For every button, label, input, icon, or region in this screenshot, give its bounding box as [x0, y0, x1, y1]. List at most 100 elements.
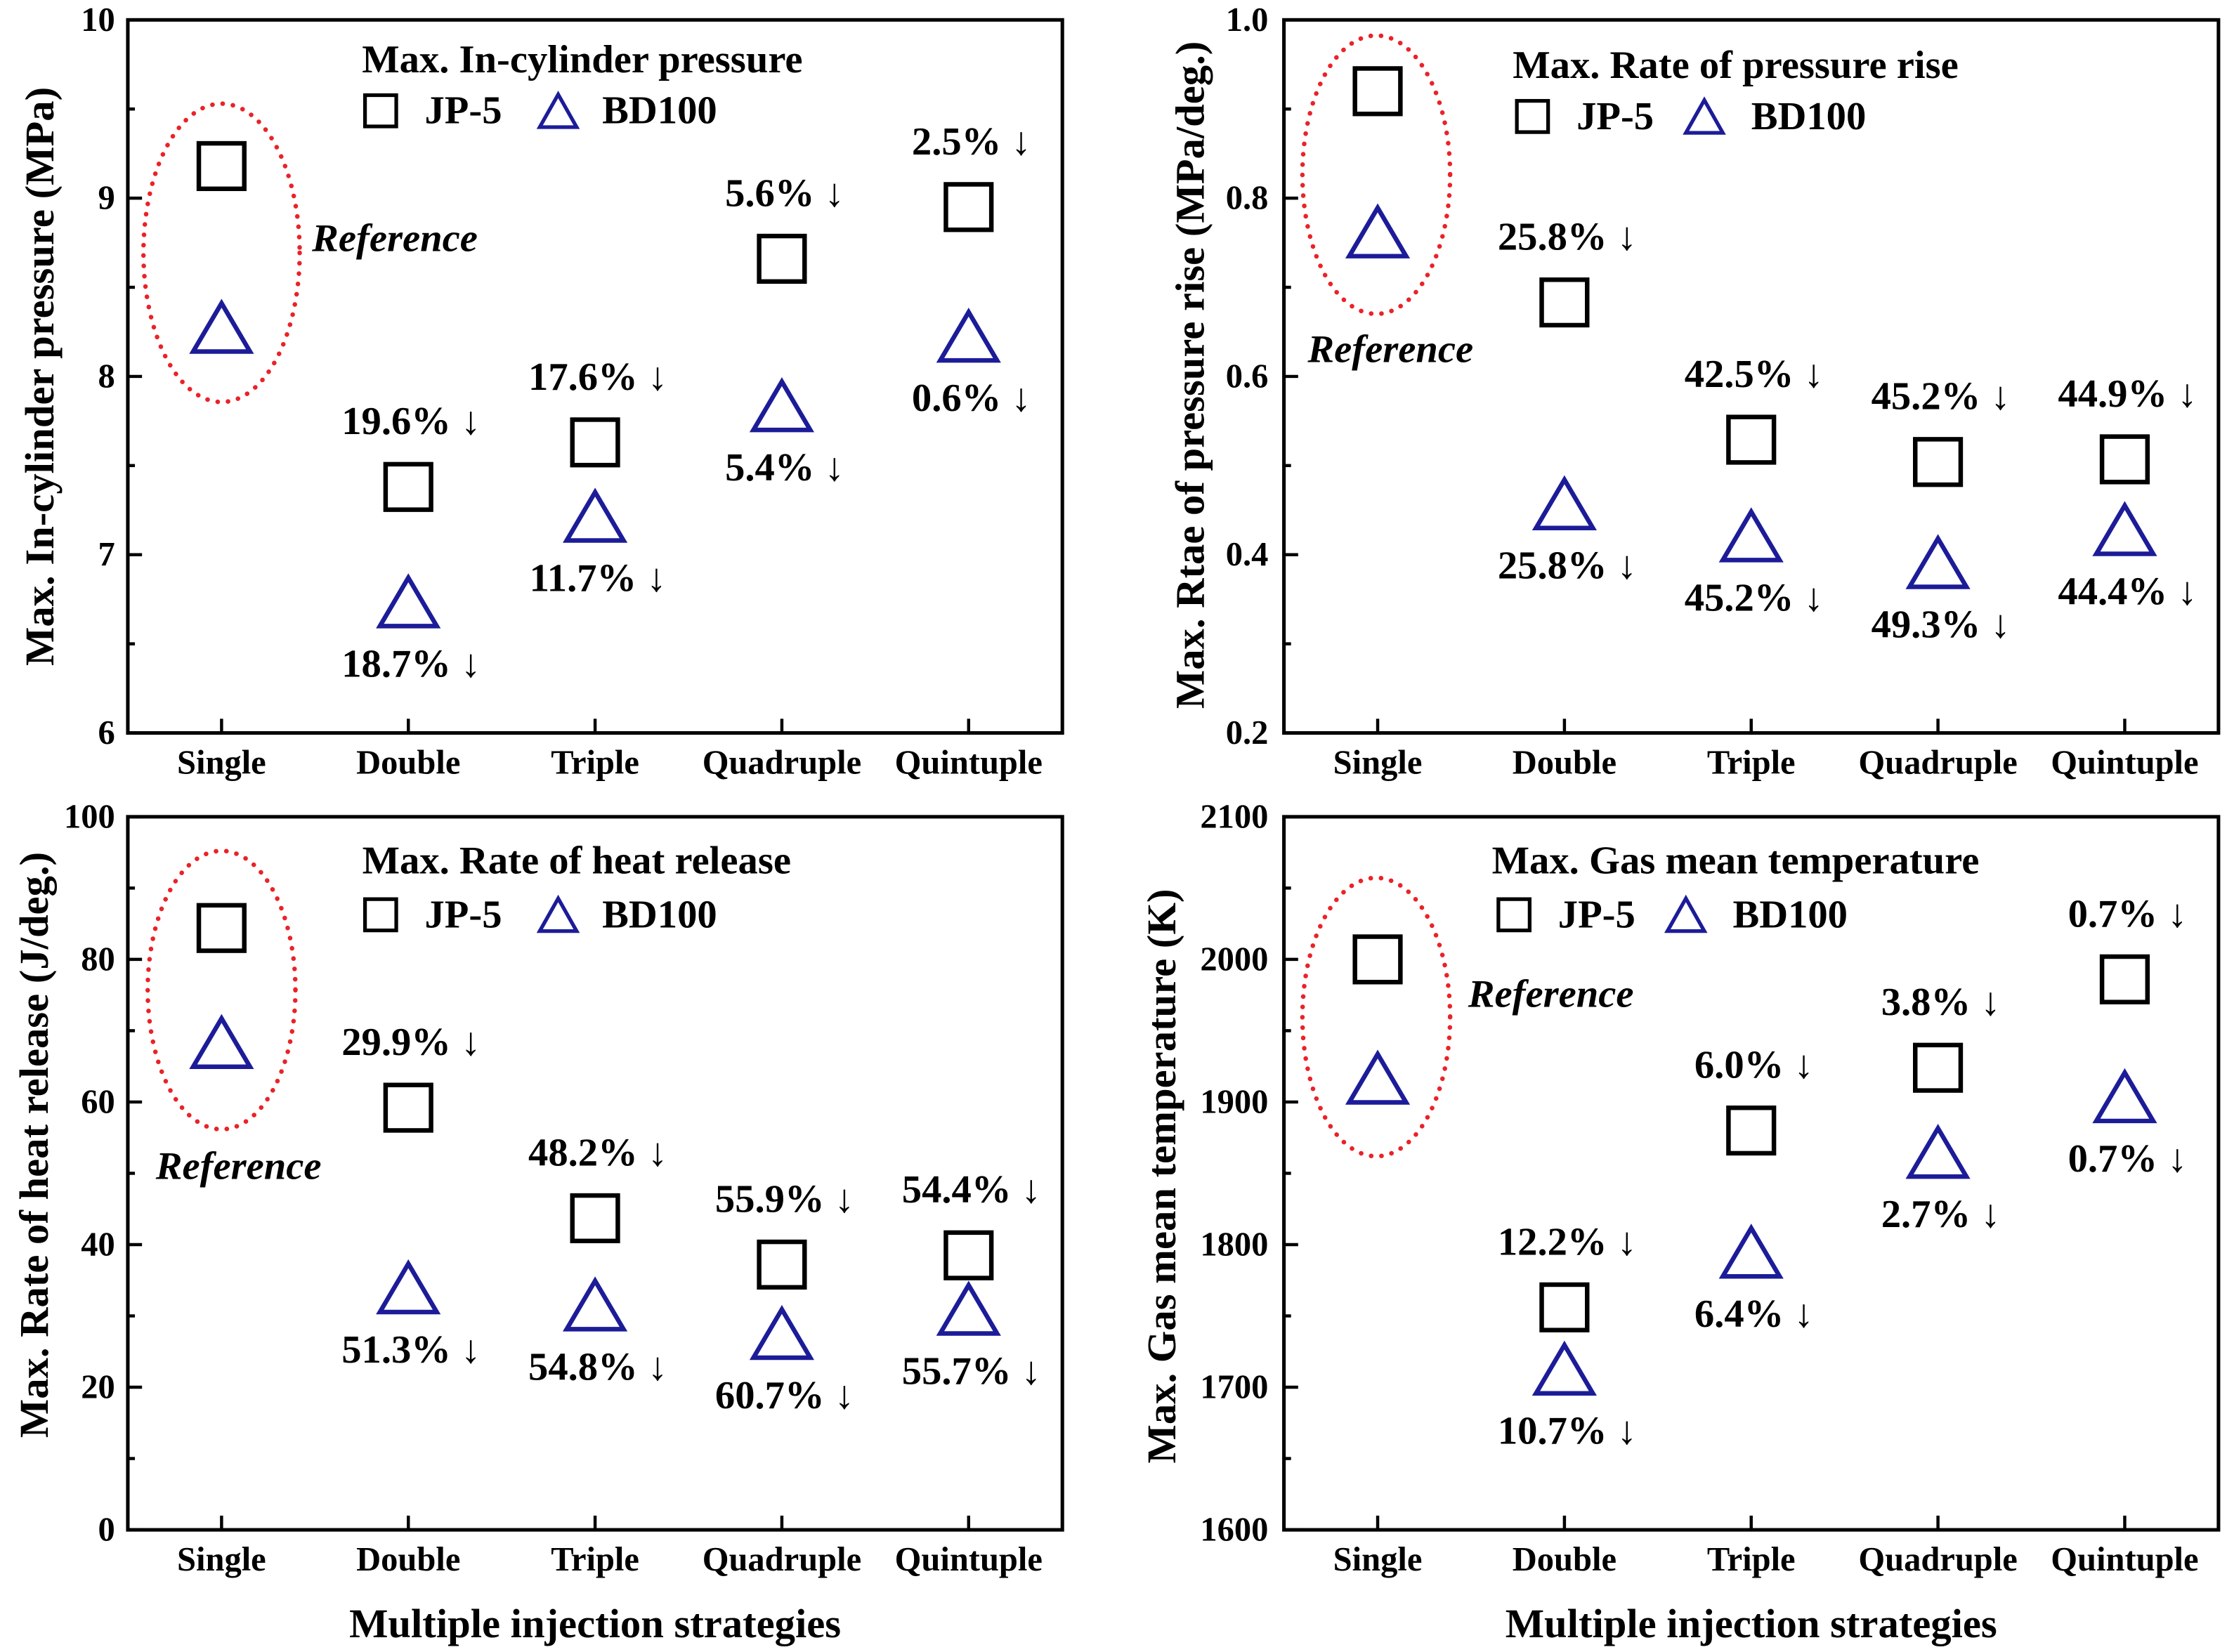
- pressure-rise-rate-x-tick-label-triple: Triple: [1707, 745, 1796, 782]
- gas-mean-temperature-x-tick-label-triple: Triple: [1707, 1541, 1796, 1578]
- in-cylinder-pressure-jp-5-marker-double: [383, 461, 433, 512]
- gas-mean-temperature-legend-square-icon: [1496, 897, 1532, 933]
- heat-release-rate-jp-5-change-label-quintuple: 54.4% ↓: [902, 1168, 1041, 1212]
- gas-mean-temperature-bd100-change-label-double: 10.7% ↓: [1498, 1410, 1637, 1453]
- in-cylinder-pressure-series-bd100: 18.7% ↓ 11.7% ↓ 5.4% ↓ 0.6% ↓: [189, 299, 1031, 686]
- in-cylinder-pressure-y-tick-label: 9: [98, 180, 115, 217]
- in-cylinder-pressure-jp-5-change-label-quadruple: 5.6% ↓: [725, 171, 844, 215]
- heat-release-rate-jp-5-marker-single: [196, 903, 247, 953]
- gas-mean-temperature-series-jp-5: 12.2% ↓ 6.0% ↓ 3.8% ↓ 0.7% ↓: [1352, 892, 2188, 1332]
- gas-mean-temperature-jp-5-change-label-quadruple: 3.8% ↓: [1881, 981, 2001, 1024]
- pressure-rise-rate-legend-square-icon: [1515, 98, 1550, 134]
- heat-release-rate-reference-ellipse: [145, 848, 298, 1132]
- pressure-rise-rate-bd100-marker-triple: [1718, 507, 1784, 563]
- gas-mean-temperature-jp-5-marker-triple: [1726, 1105, 1777, 1156]
- gas-mean-temperature-bd100-change-label-quadruple: 2.7% ↓: [1881, 1193, 2001, 1236]
- heat-release-rate-bd100-marker-triple: [562, 1276, 628, 1332]
- gas-mean-temperature-bd100-change-label-triple: 6.4% ↓: [1694, 1292, 1814, 1336]
- heat-release-rate-legend-square-icon: [363, 897, 398, 933]
- heat-release-rate-y-tick-label: 60: [81, 1083, 115, 1120]
- pressure-rise-rate-jp-5-marker-double: [1539, 277, 1590, 328]
- in-cylinder-pressure-legend: JP-5 BD100: [363, 89, 717, 133]
- heat-release-rate-jp-5-change-label-double: 29.9% ↓: [341, 1021, 481, 1064]
- in-cylinder-pressure-x-tick-label-double: Double: [356, 745, 460, 782]
- gas-mean-temperature-y-axis-title: Max. Gas mean temperature (K): [1139, 889, 1184, 1464]
- in-cylinder-pressure-bd100-marker-single: [189, 299, 254, 354]
- heat-release-rate-bd100-marker-quadruple: [749, 1304, 815, 1361]
- heat-release-rate-bd100-change-label-double: 51.3% ↓: [341, 1328, 481, 1372]
- pressure-rise-rate-jp-5-marker-quintuple: [2099, 434, 2150, 485]
- gas-mean-temperature-legend-label-bd100: BD100: [1732, 893, 1848, 936]
- in-cylinder-pressure-series-jp-5: 19.6% ↓ 17.6% ↓ 5.6% ↓ 2.5% ↓: [196, 120, 1031, 512]
- gas-mean-temperature-jp-5-marker-quintuple: [2099, 954, 2150, 1004]
- pressure-rise-rate-jp-5-marker-triple: [1726, 414, 1777, 465]
- pressure-rise-rate-jp-5-change-label-quintuple: 44.9% ↓: [2058, 372, 2197, 416]
- pressure-rise-rate-bd100-marker-quadruple: [1905, 534, 1971, 589]
- in-cylinder-pressure-legend-triangle-icon: [536, 91, 580, 129]
- heat-release-rate-bd100-change-label-quadruple: 60.7% ↓: [715, 1374, 854, 1417]
- pressure-rise-rate-x-tick-label-double: Double: [1513, 745, 1617, 782]
- in-cylinder-pressure-reference-label: Reference: [311, 217, 478, 261]
- in-cylinder-pressure-legend-label-jp-5: JP-5: [424, 89, 502, 133]
- heat-release-rate-legend-label-bd100: BD100: [602, 893, 717, 936]
- pressure-rise-rate-legend-label-bd100: BD100: [1751, 95, 1867, 138]
- gas-mean-temperature-jp-5-marker-single: [1352, 934, 1403, 985]
- in-cylinder-pressure-legend-square-icon: [363, 93, 398, 129]
- gas-mean-temperature-y-tick-label: 1700: [1200, 1369, 1268, 1406]
- pressure-rise-rate-chart-title: Max. Rate of pressure rise: [1513, 44, 1959, 87]
- in-cylinder-pressure-bd100-marker-quadruple: [749, 377, 815, 433]
- pressure-rise-rate-jp-5-change-label-quadruple: 45.2% ↓: [1872, 375, 2011, 419]
- in-cylinder-pressure-x-tick-label-quintuple: Quintuple: [895, 745, 1043, 782]
- heat-release-rate-jp-5-marker-quadruple: [757, 1239, 807, 1290]
- gas-mean-temperature-bd100-marker-quadruple: [1905, 1123, 1971, 1179]
- in-cylinder-pressure-bd100-change-label-quadruple: 5.4% ↓: [725, 446, 844, 490]
- pressure-rise-rate-series-bd100: 25.8% ↓ 45.2% ↓ 49.3% ↓ 44.4% ↓: [1345, 203, 2197, 646]
- in-cylinder-pressure-y-tick-label: 6: [98, 714, 115, 752]
- pressure-rise-rate-legend: JP-5 BD100: [1515, 95, 1867, 138]
- in-cylinder-pressure-bd100-change-label-double: 18.7% ↓: [341, 642, 481, 686]
- in-cylinder-pressure-x-tick-label-single: Single: [177, 745, 266, 782]
- heat-release-rate-x-axis-title: Multiple injection strategies: [349, 1601, 841, 1646]
- in-cylinder-pressure-jp-5-marker-single: [196, 140, 247, 192]
- heat-release-rate-jp-5-marker-triple: [570, 1193, 620, 1244]
- in-cylinder-pressure-bd100-marker-triple: [562, 487, 628, 543]
- heat-release-rate-jp-5-marker-quintuple: [943, 1230, 994, 1280]
- gas-mean-temperature-bd100-marker-triple: [1718, 1224, 1784, 1279]
- in-cylinder-pressure-jp-5-marker-triple: [570, 417, 620, 468]
- heat-release-rate-series-jp-5: 29.9% ↓ 48.2% ↓ 55.9% ↓ 54.4% ↓: [196, 903, 1041, 1290]
- gas-mean-temperature-jp-5-change-label-quintuple: 0.7% ↓: [2068, 892, 2188, 936]
- gas-mean-temperature-chart: 1600 1700 1800 1900 2000 2100 Single Double Trip…: [1139, 798, 2221, 1646]
- in-cylinder-pressure-chart-title: Max. In-cylinder pressure: [362, 38, 802, 81]
- heat-release-rate-x-tick-label-double: Double: [356, 1541, 460, 1578]
- in-cylinder-pressure-x-tick-label-quadruple: Quadruple: [703, 745, 861, 782]
- pressure-rise-rate-y-tick-label: 1.0: [1226, 1, 1269, 39]
- gas-mean-temperature-y-tick-label: 1800: [1200, 1226, 1268, 1263]
- pressure-rise-rate-bd100-change-label-triple: 45.2% ↓: [1685, 576, 1824, 620]
- gas-mean-temperature-x-tick-label-quintuple: Quintuple: [2051, 1541, 2198, 1578]
- in-cylinder-pressure-bd100-marker-quintuple: [936, 308, 1001, 363]
- in-cylinder-pressure-legend-label-bd100: BD100: [602, 89, 717, 133]
- pressure-rise-rate-bd100-marker-single: [1345, 203, 1411, 258]
- in-cylinder-pressure-chart: 6 7 8 9 10 Single Double Triple Quadruple Quintup…: [17, 1, 1064, 782]
- pressure-rise-rate-bd100-change-label-quintuple: 44.4% ↓: [2058, 570, 2197, 613]
- pressure-rise-rate-y-tick-label: 0.8: [1226, 180, 1269, 217]
- heat-release-rate-jp-5-marker-double: [383, 1082, 433, 1133]
- in-cylinder-pressure-x-tick-label-triple: Triple: [551, 745, 639, 782]
- in-cylinder-pressure-y-tick-label: 8: [98, 358, 115, 395]
- pressure-rise-rate-x-tick-label-quadruple: Quadruple: [1858, 745, 2017, 782]
- pressure-rise-rate-legend-triangle-icon: [1683, 96, 1726, 135]
- gas-mean-temperature-jp-5-change-label-double: 12.2% ↓: [1498, 1220, 1637, 1264]
- heat-release-rate-bd100-marker-double: [376, 1259, 441, 1315]
- heat-release-rate-jp-5-change-label-triple: 48.2% ↓: [528, 1131, 667, 1174]
- heat-release-rate-legend: JP-5 BD100: [363, 893, 717, 936]
- heat-release-rate-x-tick-label-quintuple: Quintuple: [895, 1541, 1043, 1578]
- gas-mean-temperature-reference-label: Reference: [1468, 973, 1634, 1016]
- heat-release-rate-series-bd100: 51.3% ↓ 54.8% ↓ 60.7% ↓ 55.7% ↓: [189, 1014, 1041, 1417]
- in-cylinder-pressure-reference-ellipse: [141, 101, 302, 405]
- heat-release-rate-x-tick-label-single: Single: [177, 1541, 266, 1578]
- gas-mean-temperature-x-tick-label-double: Double: [1513, 1541, 1617, 1578]
- heat-release-rate-legend-triangle-icon: [536, 894, 580, 933]
- heat-release-rate-y-tick-label: 0: [98, 1512, 115, 1549]
- pressure-rise-rate-chart: 0.2 0.4 0.6 0.8 1.0 Single Double Triple Quadrup…: [1168, 1, 2221, 782]
